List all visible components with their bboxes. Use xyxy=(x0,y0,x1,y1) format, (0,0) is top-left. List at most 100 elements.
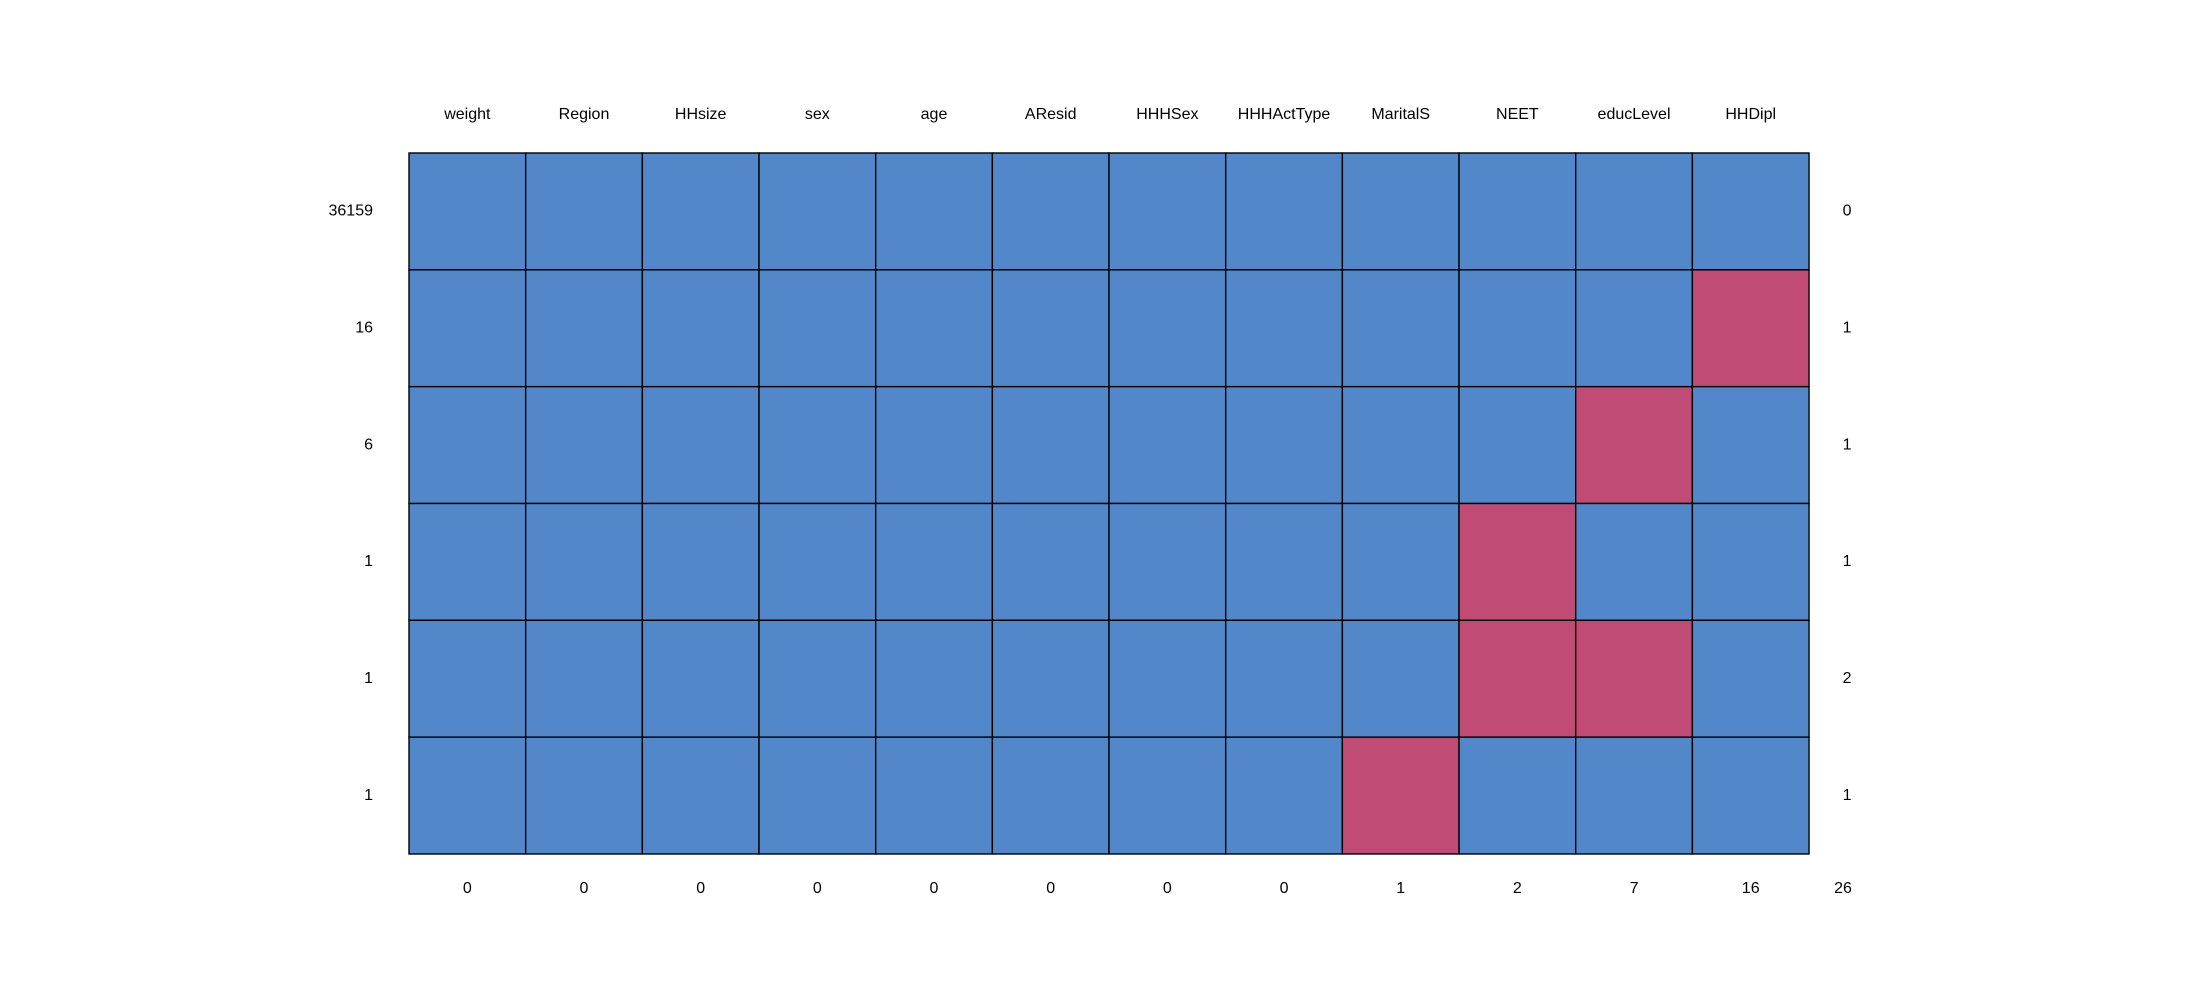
pattern-cell-r5-c7 xyxy=(1224,736,1344,855)
variable-missing-count-8: 1 xyxy=(1396,880,1405,897)
pattern-cell-r0-c10 xyxy=(1574,152,1694,271)
variable-label-6: HHHSex xyxy=(1136,106,1198,123)
pattern-cell-r2-c2 xyxy=(641,385,760,505)
pattern-cell-r5-c0 xyxy=(408,736,527,855)
pattern-cell-r2-c1 xyxy=(524,385,644,505)
pattern-cell-r5-c9 xyxy=(1458,736,1577,855)
pattern-cell-r0-c7 xyxy=(1224,152,1344,271)
pattern-cell-r2-c9 xyxy=(1458,385,1577,505)
pattern-cell-r0-c2 xyxy=(641,152,760,271)
variable-missing-count-4: 0 xyxy=(930,880,939,897)
variable-label-11: HHDipl xyxy=(1725,106,1776,123)
variable-missing-count-9: 2 xyxy=(1513,880,1522,897)
pattern-missing-vars-label-2: 1 xyxy=(1843,436,1852,453)
variable-label-9: NEET xyxy=(1496,106,1539,123)
pattern-cell-r5-c8 xyxy=(1341,736,1460,855)
pattern-missing-vars-label-4: 2 xyxy=(1843,670,1852,687)
pattern-cell-r1-c9 xyxy=(1458,269,1577,388)
pattern-cell-r1-c5 xyxy=(991,269,1110,388)
variable-missing-count-3: 0 xyxy=(813,880,822,897)
pattern-cell-r4-c4 xyxy=(874,619,994,738)
pattern-cell-r1-c0 xyxy=(408,269,527,388)
pattern-cell-r4-c7 xyxy=(1224,619,1344,738)
pattern-count-label-0: 36159 xyxy=(329,203,374,220)
pattern-cell-r5-c4 xyxy=(874,736,994,855)
pattern-cell-r3-c9 xyxy=(1458,502,1577,622)
pattern-cell-r4-c6 xyxy=(1108,619,1227,738)
pattern-missing-vars-label-5: 1 xyxy=(1843,787,1852,804)
pattern-cell-r5-c3 xyxy=(758,736,877,855)
variable-label-8: MaritalS xyxy=(1371,106,1430,123)
pattern-cell-r1-c7 xyxy=(1224,269,1344,388)
variable-label-0: weight xyxy=(443,106,491,123)
pattern-cell-r2-c10 xyxy=(1574,385,1694,505)
pattern-cell-r5-c1 xyxy=(524,736,644,855)
variable-label-2: HHsize xyxy=(675,106,727,123)
pattern-cell-r2-c7 xyxy=(1224,385,1344,505)
pattern-cell-r1-c10 xyxy=(1574,269,1694,388)
pattern-cell-r0-c9 xyxy=(1458,152,1577,271)
pattern-cell-r1-c2 xyxy=(641,269,760,388)
variable-label-7: HHHActType xyxy=(1238,106,1331,123)
pattern-cell-r4-c5 xyxy=(991,619,1110,738)
pattern-cell-r1-c6 xyxy=(1108,269,1227,388)
pattern-cell-r4-c11 xyxy=(1691,619,1810,738)
pattern-cell-r4-c8 xyxy=(1341,619,1460,738)
variable-label-1: Region xyxy=(559,106,610,123)
pattern-cell-r5-c11 xyxy=(1691,736,1810,855)
variable-missing-count-6: 0 xyxy=(1163,880,1172,897)
pattern-cell-r2-c6 xyxy=(1108,385,1227,505)
pattern-cell-r3-c5 xyxy=(991,502,1110,622)
pattern-cell-r3-c0 xyxy=(408,502,527,622)
pattern-cell-r3-c4 xyxy=(874,502,994,622)
pattern-cell-r0-c6 xyxy=(1108,152,1227,271)
pattern-cell-r2-c0 xyxy=(408,385,527,505)
pattern-cell-r2-c5 xyxy=(991,385,1110,505)
variable-missing-count-5: 0 xyxy=(1046,880,1055,897)
variable-label-5: AResid xyxy=(1025,106,1077,123)
pattern-cell-r5-c10 xyxy=(1574,736,1694,855)
pattern-cell-r1-c1 xyxy=(524,269,644,388)
pattern-cell-r3-c6 xyxy=(1108,502,1227,622)
pattern-cell-r0-c4 xyxy=(874,152,994,271)
total-missing-count: 26 xyxy=(1834,880,1852,897)
pattern-cell-r1-c8 xyxy=(1341,269,1460,388)
variable-label-3: sex xyxy=(805,106,830,123)
cells-layer xyxy=(408,152,1810,855)
pattern-count-label-1: 16 xyxy=(355,319,373,336)
pattern-cell-r0-c3 xyxy=(758,152,877,271)
pattern-missing-vars-label-0: 0 xyxy=(1843,203,1852,220)
variable-missing-count-11: 16 xyxy=(1742,880,1760,897)
pattern-cell-r2-c4 xyxy=(874,385,994,505)
pattern-cell-r5-c2 xyxy=(641,736,760,855)
variable-missing-count-2: 0 xyxy=(696,880,705,897)
variable-label-10: educLevel xyxy=(1598,106,1671,123)
pattern-cell-r4-c2 xyxy=(641,619,760,738)
pattern-cell-r1-c11 xyxy=(1691,269,1810,388)
pattern-count-label-3: 1 xyxy=(364,553,373,570)
pattern-missing-vars-label-3: 1 xyxy=(1843,553,1852,570)
pattern-cell-r0-c0 xyxy=(408,152,527,271)
variable-missing-count-10: 7 xyxy=(1630,880,1639,897)
pattern-cell-r3-c11 xyxy=(1691,502,1810,622)
variable-missing-count-1: 0 xyxy=(580,880,589,897)
pattern-cell-r4-c10 xyxy=(1574,619,1694,738)
pattern-cell-r3-c1 xyxy=(524,502,644,622)
pattern-cell-r5-c6 xyxy=(1108,736,1227,855)
variable-label-4: age xyxy=(921,106,948,123)
pattern-cell-r2-c11 xyxy=(1691,385,1810,505)
pattern-cell-r3-c8 xyxy=(1341,502,1460,622)
pattern-cell-r3-c2 xyxy=(641,502,760,622)
pattern-count-label-5: 1 xyxy=(364,787,373,804)
pattern-cell-r0-c8 xyxy=(1341,152,1460,271)
pattern-cell-r0-c1 xyxy=(524,152,644,271)
pattern-cell-r3-c10 xyxy=(1574,502,1694,622)
pattern-cell-r0-c5 xyxy=(991,152,1110,271)
pattern-cell-r1-c4 xyxy=(874,269,994,388)
pattern-count-label-2: 6 xyxy=(364,436,373,453)
pattern-missing-vars-label-1: 1 xyxy=(1843,319,1852,336)
pattern-cell-r0-c11 xyxy=(1691,152,1810,271)
labels-layer: weight Region HHsize sex age AResid HHHSex HHHA… xyxy=(329,106,1853,897)
pattern-cell-r4-c0 xyxy=(408,619,527,738)
